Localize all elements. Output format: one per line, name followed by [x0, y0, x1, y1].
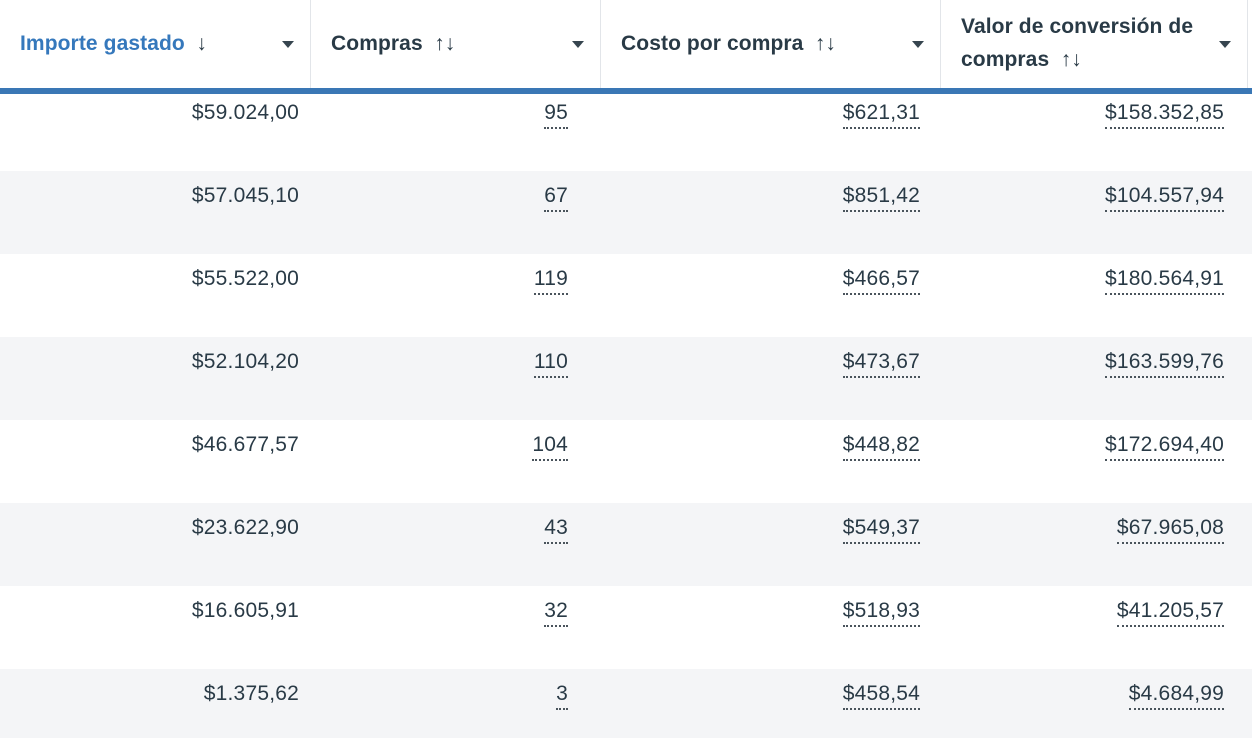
metric-value: $52.104,20: [191, 350, 299, 373]
cell-valor_de_conversion_de_compras: $180.564,91: [941, 254, 1248, 337]
table-row: $23.622,90 43 $549,37 $67.965,08: [0, 503, 1252, 586]
metric-value-with-tooltip[interactable]: $4.684,99: [1128, 682, 1224, 710]
metric-value-with-tooltip[interactable]: $851,42: [842, 184, 920, 212]
column-header-label-group: Compras ↑↓: [331, 28, 455, 61]
metric-value-with-tooltip[interactable]: 110: [533, 350, 568, 378]
column-header-label-group: Costo por compra ↑↓: [621, 28, 836, 61]
metric-value-with-tooltip[interactable]: 119: [533, 267, 568, 295]
metric-value-with-tooltip[interactable]: 3: [556, 682, 568, 710]
cell-costo_por_compra: $621,31: [601, 88, 941, 171]
table-row: $59.024,00 95 $621,31 $158.352,85: [0, 88, 1252, 171]
table-body: $59.024,00 95 $621,31 $158.352,85 $57.045,10…: [0, 88, 1252, 738]
table-header-row: Importe gastado ↓ Compras ↑↓ Costo por c…: [0, 0, 1252, 88]
cell-compras: 3: [311, 669, 601, 738]
table-row: $46.677,57 104 $448,82 $172.694,40: [0, 420, 1252, 503]
cell-compras: 67: [311, 171, 601, 254]
metric-value: $59.024,00: [191, 101, 299, 124]
cell-importe_gastado: $23.622,90: [0, 503, 311, 586]
active-metrics-indicator-bar: [0, 88, 1252, 94]
cell-costo_por_compra: $518,93: [601, 586, 941, 669]
cell-costo_por_compra: $473,67: [601, 337, 941, 420]
sort-both-icon: ↑↓: [434, 31, 456, 55]
metric-value-with-tooltip[interactable]: $163.599,76: [1105, 350, 1224, 378]
cell-costo_por_compra: $851,42: [601, 171, 941, 254]
cell-importe_gastado: $55.522,00: [0, 254, 311, 337]
chevron-down-icon[interactable]: [282, 40, 294, 48]
cell-importe_gastado: $1.375,62: [0, 669, 311, 738]
metric-value-with-tooltip[interactable]: $172.694,40: [1105, 433, 1224, 461]
metric-value: $55.522,00: [191, 267, 299, 290]
metric-value: $57.045,10: [191, 184, 299, 207]
chevron-down-icon[interactable]: [1219, 40, 1231, 48]
table-row: $57.045,10 67 $851,42 $104.557,94: [0, 171, 1252, 254]
cell-valor_de_conversion_de_compras: $67.965,08: [941, 503, 1248, 586]
metric-value: $46.677,57: [191, 433, 299, 456]
metric-value: $16.605,91: [191, 599, 299, 622]
sort-both-icon: ↑↓: [1060, 48, 1082, 71]
column-label: Importe gastado: [20, 31, 185, 55]
cell-costo_por_compra: $466,57: [601, 254, 941, 337]
column-label: Compras: [331, 31, 423, 55]
metric-value-with-tooltip[interactable]: 32: [544, 599, 568, 627]
cell-importe_gastado: $59.024,00: [0, 88, 311, 171]
chevron-down-icon[interactable]: [912, 40, 924, 48]
metric-value-with-tooltip[interactable]: 95: [544, 101, 568, 129]
metric-value-with-tooltip[interactable]: $621,31: [842, 101, 920, 129]
metric-value-with-tooltip[interactable]: $458,54: [842, 682, 920, 710]
column-header-compras[interactable]: Compras ↑↓: [311, 0, 601, 88]
metric-value-with-tooltip[interactable]: $104.557,94: [1105, 184, 1224, 212]
metric-value-with-tooltip[interactable]: $41.205,57: [1116, 599, 1224, 627]
column-label: Costo por compra: [621, 31, 804, 55]
metric-value-with-tooltip[interactable]: $518,93: [842, 599, 920, 627]
chevron-down-icon[interactable]: [572, 40, 584, 48]
sort-descending-icon: ↓: [196, 31, 207, 55]
column-header-label-group: Importe gastado ↓: [20, 28, 207, 61]
cell-costo_por_compra: $448,82: [601, 420, 941, 503]
cell-valor_de_conversion_de_compras: $172.694,40: [941, 420, 1248, 503]
metric-value-with-tooltip[interactable]: 67: [544, 184, 568, 212]
cell-valor_de_conversion_de_compras: $41.205,57: [941, 586, 1248, 669]
cell-compras: 95: [311, 88, 601, 171]
metric-value-with-tooltip[interactable]: $448,82: [842, 433, 920, 461]
table-row: $52.104,20 110 $473,67 $163.599,76: [0, 337, 1252, 420]
metric-value-with-tooltip[interactable]: $473,67: [842, 350, 920, 378]
table-row: $1.375,62 3 $458,54 $4.684,99: [0, 669, 1252, 738]
cell-costo_por_compra: $549,37: [601, 503, 941, 586]
metric-value-with-tooltip[interactable]: $158.352,85: [1105, 101, 1224, 129]
column-header-importe-gastado[interactable]: Importe gastado ↓: [0, 0, 311, 88]
cell-valor_de_conversion_de_compras: $163.599,76: [941, 337, 1248, 420]
metric-value-with-tooltip[interactable]: 104: [532, 433, 568, 461]
table-row: $16.605,91 32 $518,93 $41.205,57: [0, 586, 1252, 669]
cell-valor_de_conversion_de_compras: $158.352,85: [941, 88, 1248, 171]
metric-value-with-tooltip[interactable]: $466,57: [842, 267, 920, 295]
cell-importe_gastado: $16.605,91: [0, 586, 311, 669]
cell-valor_de_conversion_de_compras: $4.684,99: [941, 669, 1248, 738]
table-row: $55.522,00 119 $466,57 $180.564,91: [0, 254, 1252, 337]
column-header-costo-por-compra[interactable]: Costo por compra ↑↓: [601, 0, 941, 88]
sort-both-icon: ↑↓: [814, 31, 836, 55]
metric-value: $23.622,90: [191, 516, 299, 539]
cell-valor_de_conversion_de_compras: $104.557,94: [941, 171, 1248, 254]
column-label: Valor de conversión de compras: [961, 15, 1194, 71]
metric-value: $1.375,62: [203, 682, 299, 705]
cell-costo_por_compra: $458,54: [601, 669, 941, 738]
cell-compras: 104: [311, 420, 601, 503]
column-header-label-group: Valor de conversión de compras ↑↓: [961, 11, 1203, 77]
cell-importe_gastado: $46.677,57: [0, 420, 311, 503]
metric-value-with-tooltip[interactable]: 43: [544, 516, 568, 544]
metric-value-with-tooltip[interactable]: $549,37: [842, 516, 920, 544]
cell-importe_gastado: $52.104,20: [0, 337, 311, 420]
cell-compras: 32: [311, 586, 601, 669]
column-header-valor-de-conversion-de-compras[interactable]: Valor de conversión de compras ↑↓: [941, 0, 1248, 88]
metric-value-with-tooltip[interactable]: $180.564,91: [1105, 267, 1224, 295]
cell-importe_gastado: $57.045,10: [0, 171, 311, 254]
cell-compras: 110: [311, 337, 601, 420]
cell-compras: 119: [311, 254, 601, 337]
metric-value-with-tooltip[interactable]: $67.965,08: [1116, 516, 1224, 544]
cell-compras: 43: [311, 503, 601, 586]
